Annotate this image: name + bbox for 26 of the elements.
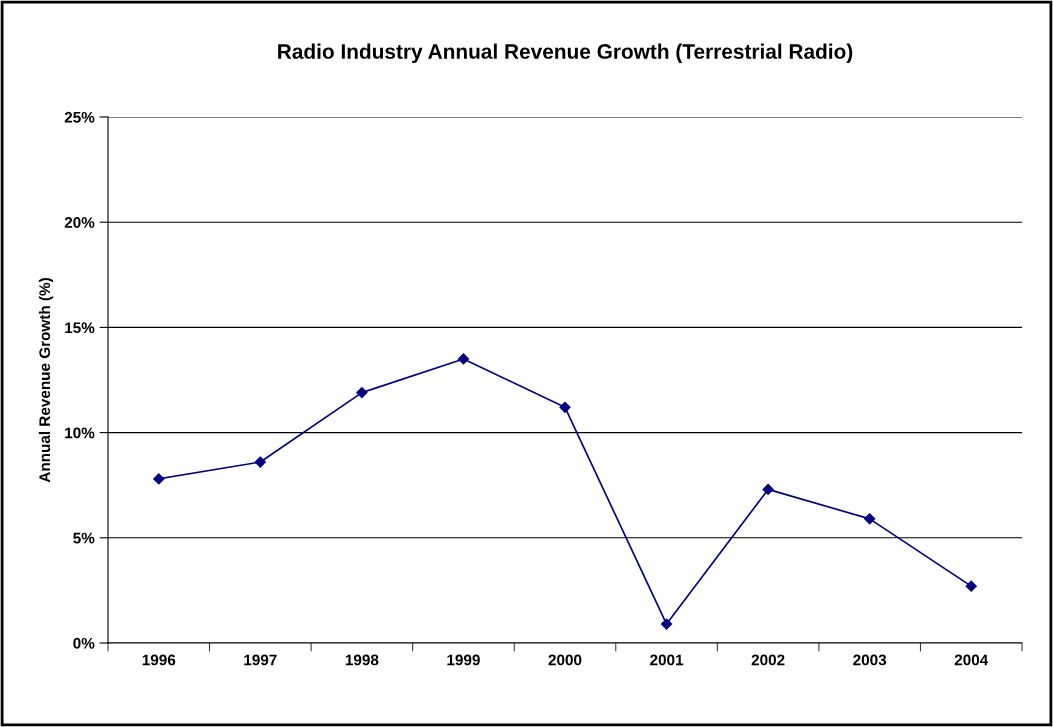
x-tick-label: 1996	[142, 654, 176, 666]
y-tick-label: 20%	[64, 217, 95, 228]
y-tick-label: 25%	[64, 111, 95, 123]
x-tick-label: 2004	[954, 654, 989, 666]
x-tick-label: 1998	[345, 654, 379, 666]
point	[457, 353, 470, 365]
x-tick-label: 2003	[853, 654, 887, 666]
x-tick-label: 1999	[447, 654, 480, 666]
point	[864, 513, 876, 525]
y-tick-label: 5%	[73, 532, 95, 544]
point	[254, 456, 266, 468]
y-tick-label: 0%	[73, 637, 95, 649]
y-tick-label: 10%	[65, 427, 95, 439]
chart-title: Radio Industry Annual Revenue Growth (Terrestrial Radio)	[278, 43, 853, 63]
point	[762, 483, 774, 496]
x-tick-label: 2001	[650, 654, 684, 666]
point	[153, 473, 165, 485]
point	[559, 401, 571, 413]
point	[965, 580, 977, 592]
point	[356, 387, 368, 399]
point	[660, 618, 673, 630]
x-tick-label: 1997	[244, 654, 277, 666]
y-tick-label: 15%	[65, 322, 95, 334]
x-tick-label: 2002	[751, 654, 785, 666]
y-axis-title: Annual Revenue Growth (%)	[38, 278, 54, 483]
x-tick-label: 2000	[548, 654, 582, 666]
